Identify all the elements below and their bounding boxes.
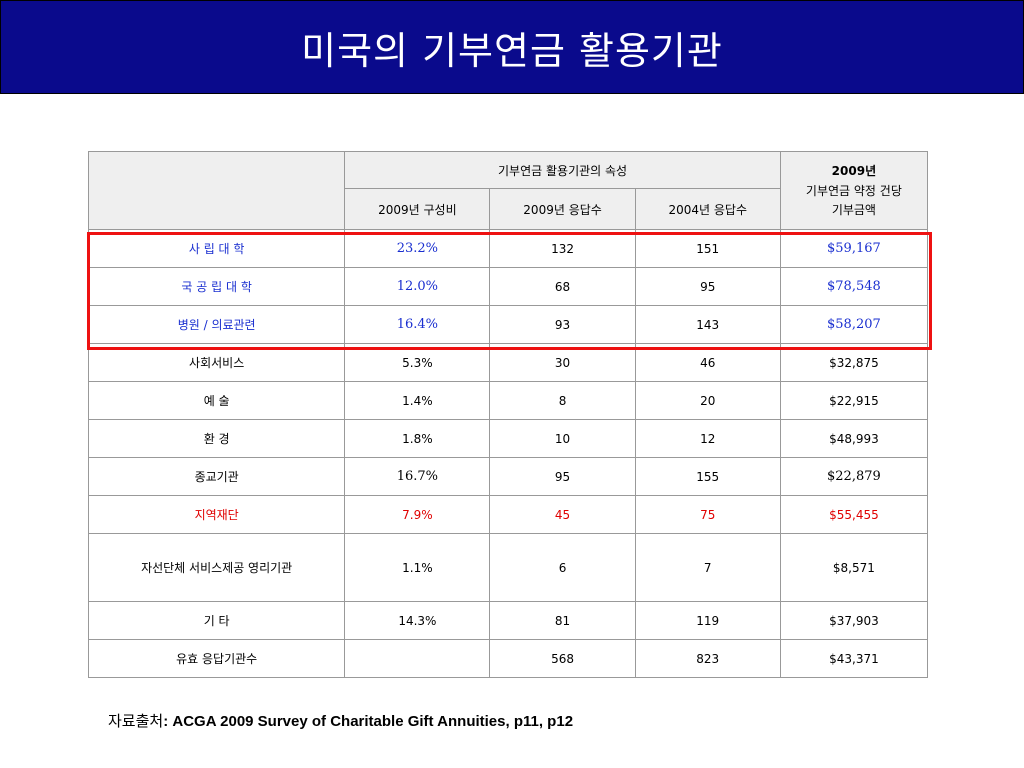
row-resp-2004: 75	[634, 495, 781, 534]
table-row: 예 술 1.4% 8 20 $22,915	[87, 381, 929, 420]
table-row: 기 타 14.3% 81 119 $37,903	[87, 601, 929, 640]
row-share: 1.8%	[344, 419, 491, 458]
row-resp-2009: 95	[489, 457, 636, 496]
source-text: : ACGA 2009 Survey of Charitable Gift An…	[163, 713, 574, 730]
source-label: 자료출처	[108, 713, 164, 730]
row-share: 1.1%	[344, 533, 491, 602]
row-resp-2009: 45	[489, 495, 636, 534]
row-name: 유효 응답기관수	[87, 639, 346, 678]
row-resp-2004: 143	[634, 305, 781, 344]
row-amount: $48,993	[779, 419, 929, 458]
row-share: 16.4%	[344, 305, 491, 344]
row-amount: $32,875	[779, 343, 929, 382]
row-name: 기 타	[87, 601, 346, 640]
row-name: 자선단체 서비스제공 영리기관	[87, 533, 346, 602]
row-amount: $43,371	[779, 639, 929, 678]
row-name: 환 경	[87, 419, 346, 458]
row-name: 병원 / 의료관련	[87, 305, 346, 344]
row-share: 7.9%	[344, 495, 491, 534]
header-resp-2009: 2009년 응답수	[489, 188, 636, 230]
row-amount: $78,548	[779, 267, 929, 306]
row-name: 종교기관	[87, 457, 346, 496]
row-name: 국 공 립 대 학	[87, 267, 346, 306]
row-amount: $37,903	[779, 601, 929, 640]
row-resp-2009: 68	[489, 267, 636, 306]
table-row: 지역재단 7.9% 45 75 $55,455	[87, 495, 929, 534]
table-row: 환 경 1.8% 10 12 $48,993	[87, 419, 929, 458]
row-resp-2009: 93	[489, 305, 636, 344]
data-table: 기부연금 활용기관의 속성 2009년 기부연금 약정 건당 기부금액 2009…	[87, 151, 929, 678]
row-resp-2009: 6	[489, 533, 636, 602]
row-resp-2009: 10	[489, 419, 636, 458]
table-row: 사회서비스 5.3% 30 46 $32,875	[87, 343, 929, 382]
row-resp-2004: 823	[634, 639, 781, 678]
row-resp-2004: 7	[634, 533, 781, 602]
row-amount: $22,915	[779, 381, 929, 420]
row-name: 예 술	[87, 381, 346, 420]
row-share	[344, 639, 491, 678]
header-amount-desc: 기부연금 약정 건당 기부금액	[805, 183, 902, 217]
row-resp-2004: 119	[634, 601, 781, 640]
row-amount: $58,207	[779, 305, 929, 344]
row-share: 14.3%	[344, 601, 491, 640]
row-share: 12.0%	[344, 267, 491, 306]
row-resp-2009: 132	[489, 229, 636, 268]
header-blank-cell	[87, 151, 346, 230]
row-name: 지역재단	[87, 495, 346, 534]
row-resp-2009: 81	[489, 601, 636, 640]
row-share: 5.3%	[344, 343, 491, 382]
row-name: 사 립 대 학	[87, 229, 346, 268]
row-name: 사회서비스	[87, 343, 346, 382]
row-amount: $8,571	[779, 533, 929, 602]
table-row: 국 공 립 대 학 12.0% 68 95 $78,548	[87, 267, 929, 306]
row-resp-2004: 12	[634, 419, 781, 458]
table-row: 자선단체 서비스제공 영리기관 1.1% 6 7 $8,571	[87, 533, 929, 602]
row-amount: $55,455	[779, 495, 929, 534]
row-resp-2004: 46	[634, 343, 781, 382]
header-row-2: 2009년 구성비 2009년 응답수 2004년 응답수	[89, 188, 928, 230]
source-note: 자료출처: ACGA 2009 Survey of Charitable Gif…	[108, 710, 573, 731]
header-share: 2009년 구성비	[344, 188, 491, 230]
row-share: 16.7%	[344, 457, 491, 496]
slide-title: 미국의 기부연금 활용기관	[301, 28, 723, 73]
table-row: 종교기관 16.7% 95 155 $22,879	[87, 457, 929, 496]
row-share: 1.4%	[344, 381, 491, 420]
table-row: 유효 응답기관수 568 823 $43,371	[87, 639, 929, 678]
header-group-cell: 기부연금 활용기관의 속성	[344, 151, 781, 189]
row-resp-2009: 568	[489, 639, 636, 678]
row-amount: $22,879	[779, 457, 929, 496]
header-row-1: 기부연금 활용기관의 속성 2009년 기부연금 약정 건당 기부금액	[87, 151, 929, 230]
row-amount: $59,167	[779, 229, 929, 268]
row-resp-2009: 30	[489, 343, 636, 382]
row-resp-2004: 155	[634, 457, 781, 496]
row-resp-2004: 95	[634, 267, 781, 306]
header-resp-2004: 2004년 응답수	[634, 188, 781, 230]
header-amount-year: 2009년	[831, 163, 877, 178]
table-row: 사 립 대 학 23.2% 132 151 $59,167	[87, 229, 929, 268]
row-share: 23.2%	[344, 229, 491, 268]
row-resp-2004: 20	[634, 381, 781, 420]
row-resp-2009: 8	[489, 381, 636, 420]
table-row: 병원 / 의료관련 16.4% 93 143 $58,207	[87, 305, 929, 344]
header-amount-cell: 2009년 기부연금 약정 건당 기부금액	[779, 151, 929, 230]
row-resp-2004: 151	[634, 229, 781, 268]
title-bar: 미국의 기부연금 활용기관	[0, 0, 1024, 94]
